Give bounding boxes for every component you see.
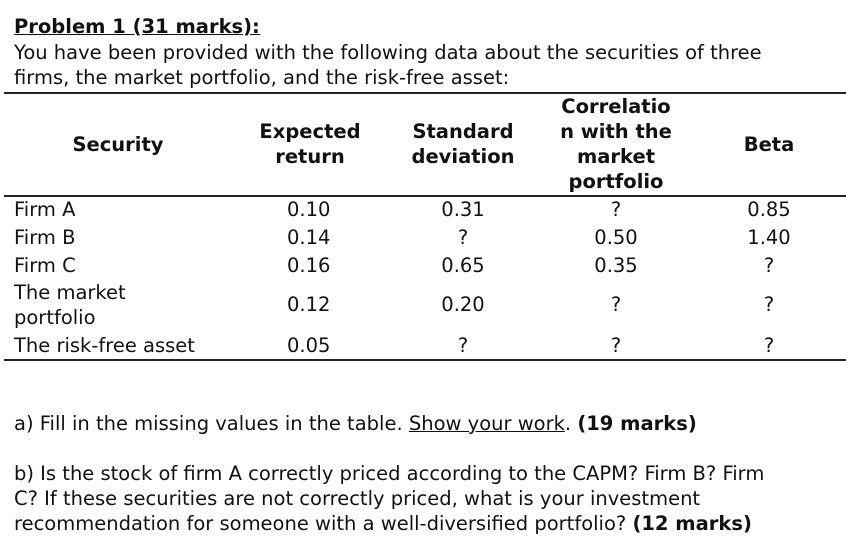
show-work-emphasis: Show your work (408, 412, 565, 435)
question-b-line: b) Is the stock of firm A correctly pric… (14, 462, 765, 485)
question-b-line: recommendation for someone with a well-d… (14, 511, 752, 536)
header-line: Standard (412, 120, 514, 143)
problem-title: Problem 1 (31 marks): (14, 15, 260, 38)
question-b-text: recommendation for someone with a well-d… (14, 512, 633, 535)
header-line: market (576, 145, 656, 168)
cell-corr: ? (610, 198, 622, 221)
cell-line: portfolio (14, 306, 96, 329)
cell-security: The risk-free asset (14, 334, 195, 357)
cell-std: 0.20 (441, 293, 485, 316)
header-line: deviation (411, 145, 515, 168)
header-line: n with the (560, 120, 672, 143)
cell-corr: 0.50 (594, 226, 638, 249)
question-a: a) Fill in the missing values in the tab… (14, 411, 697, 436)
cell-line: The market (14, 281, 126, 304)
cell-expected: 0.12 (287, 293, 331, 316)
question-a-punct: . (564, 412, 578, 435)
cell-security: Firm A (14, 198, 76, 221)
cell-beta: 1.40 (747, 226, 791, 249)
header-line: Correlatio (561, 95, 671, 118)
cell-corr: ? (610, 334, 622, 357)
cell-beta: ? (763, 334, 775, 357)
cell-beta: ? (763, 293, 775, 316)
header-correlation: Correlatio n with the market portfolio (546, 94, 686, 194)
cell-security: Firm B (14, 226, 76, 249)
cell-std: ? (457, 334, 469, 357)
cell-security: Firm C (14, 254, 76, 277)
cell-corr: 0.35 (594, 254, 638, 277)
cell-expected: 0.16 (287, 254, 331, 277)
header-line: return (275, 145, 345, 168)
header-security: Security (72, 133, 164, 156)
question-b-line: C? If these securities are not correctly… (14, 487, 701, 510)
header-bottom-rule (4, 195, 846, 197)
question-a-text: a) Fill in the missing values in the tab… (14, 412, 409, 435)
cell-std: 0.31 (441, 198, 485, 221)
question-a-marks: (19 marks) (577, 412, 697, 435)
cell-std: ? (457, 226, 469, 249)
header-standard-deviation: Standard deviation (393, 119, 533, 169)
intro-line-1: You have been provided with the followin… (14, 41, 762, 64)
header-line: portfolio (568, 170, 664, 193)
table-bottom-rule (4, 359, 846, 361)
header-expected-return: Expected return (240, 119, 380, 169)
cell-corr: ? (610, 293, 622, 316)
header-line: Expected (259, 120, 361, 143)
cell-std: 0.65 (441, 254, 485, 277)
question-b-marks: (12 marks) (632, 512, 752, 535)
table-top-rule (4, 92, 846, 94)
header-beta: Beta (743, 133, 795, 156)
cell-expected: 0.10 (287, 198, 331, 221)
cell-beta: 0.85 (747, 198, 791, 221)
cell-beta: ? (763, 254, 775, 277)
intro-line-2: firms, the market portfolio, and the ris… (14, 66, 510, 89)
cell-expected: 0.14 (287, 226, 331, 249)
cell-expected: 0.05 (287, 334, 331, 357)
cell-security: The market portfolio (14, 280, 126, 330)
